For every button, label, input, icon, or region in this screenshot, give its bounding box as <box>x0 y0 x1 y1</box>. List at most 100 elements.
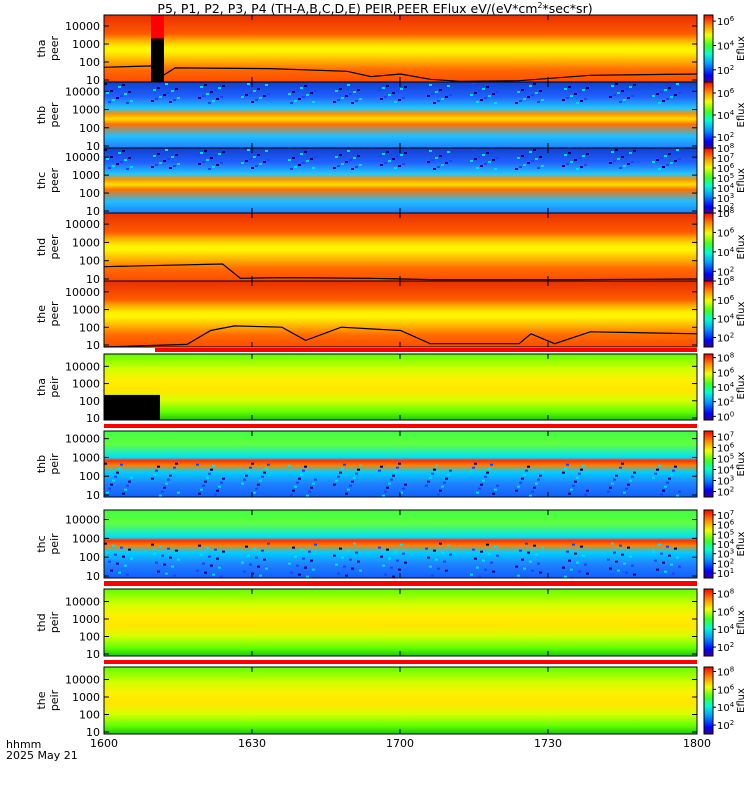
colorbar-label: Eflux <box>736 36 747 61</box>
noise-pixel <box>314 90 317 92</box>
noise-pixel <box>443 87 446 89</box>
noise-pixel <box>165 149 168 151</box>
noise-pixel <box>627 546 630 549</box>
noise-pixel <box>288 159 291 161</box>
noise-pixel <box>112 165 115 167</box>
noise-pixel <box>267 463 270 466</box>
noise-pixel <box>265 150 268 152</box>
noise-pixel <box>607 87 610 89</box>
noise-pixel <box>486 152 489 154</box>
y-tick-label: 10000 <box>65 85 100 98</box>
noise-pixel <box>196 154 199 156</box>
noise-pixel <box>611 151 614 153</box>
colorbar-tick-label: 108 <box>717 275 734 288</box>
noise-pixel <box>196 463 199 466</box>
noise-pixel <box>433 549 436 552</box>
noise-pixel <box>666 481 669 484</box>
noise-pixel <box>578 472 581 475</box>
noise-pixel <box>527 465 530 468</box>
noise-pixel <box>400 491 403 494</box>
colorbar-tick-label: 104 <box>717 313 735 326</box>
noise-pixel <box>400 154 403 156</box>
noise-pixel <box>662 489 665 492</box>
noise-pixel <box>396 466 399 469</box>
noise-pixel <box>104 542 107 545</box>
overlay-trace <box>103 65 698 82</box>
noise-pixel <box>247 554 250 557</box>
noise-pixel <box>337 99 340 101</box>
noise-pixel <box>392 474 395 477</box>
noise-pixel <box>654 150 657 152</box>
noise-pixel <box>247 83 250 85</box>
noise-pixel <box>652 476 655 479</box>
colorbar-tick-exponent: 4 <box>730 109 735 117</box>
noise-pixel <box>431 574 434 577</box>
noise-pixel <box>347 150 350 152</box>
colorbar-tick-label: 100 <box>717 410 734 423</box>
noise-pixel <box>153 552 156 555</box>
noise-pixel <box>521 155 524 157</box>
noise-pixel <box>633 573 636 576</box>
colorbar-label: Eflux <box>736 531 747 556</box>
noise-pixel <box>388 160 391 162</box>
noise-pixel <box>380 465 383 468</box>
noise-pixel <box>339 547 342 550</box>
noise-pixel <box>672 151 675 153</box>
noise-pixel <box>584 493 587 496</box>
noise-pixel <box>633 84 636 86</box>
noise-pixel <box>484 163 487 165</box>
noise-pixel <box>390 149 393 151</box>
noise-pixel <box>578 570 581 573</box>
colorbar-label: Eflux <box>736 451 747 476</box>
noise-pixel <box>341 163 344 165</box>
noise-pixel <box>572 484 575 487</box>
noise-pixel <box>353 157 356 159</box>
y-tick-label: 10 <box>86 205 100 218</box>
noise-pixel <box>163 563 166 566</box>
noise-pixel <box>400 543 403 546</box>
noise-pixel <box>339 154 342 156</box>
noise-pixel <box>572 150 575 152</box>
noise-pixel <box>441 98 444 100</box>
noise-pixel <box>216 489 219 492</box>
noise-pixel <box>208 555 211 558</box>
noise-pixel <box>531 94 534 96</box>
y-tick-label: 10 <box>86 140 100 153</box>
colorbar-tick-label: 104 <box>717 701 735 714</box>
colorbar-tick-exponent: 6 <box>730 162 735 170</box>
spectrogram-field <box>104 667 697 734</box>
noise-pixel <box>255 99 258 101</box>
noise-pixel <box>390 83 393 85</box>
noise-pixel <box>222 477 225 480</box>
noise-pixel <box>210 564 213 567</box>
colorbar-tick-exponent: 0 <box>730 410 734 418</box>
noise-pixel <box>114 553 117 556</box>
colorbar <box>703 509 714 579</box>
noise-pixel <box>386 85 389 87</box>
noise-pixel <box>437 166 440 168</box>
noise-pixel <box>566 463 569 466</box>
noise-pixel <box>533 149 536 151</box>
noise-pixel <box>202 95 205 97</box>
noise-pixel <box>202 484 205 487</box>
colorbar-tick-exponent: 7 <box>730 431 734 439</box>
colorbar-tick-label: 108 <box>717 207 734 220</box>
noise-pixel <box>343 152 346 154</box>
colorbar <box>703 212 714 282</box>
noise-pixel <box>198 544 201 547</box>
noise-pixel <box>670 473 673 476</box>
noise-pixel <box>108 167 111 169</box>
noise-pixel <box>629 86 632 88</box>
noise-pixel <box>478 575 481 578</box>
noise-pixel <box>204 150 207 152</box>
noise-pixel <box>296 564 299 567</box>
noise-pixel <box>333 483 336 486</box>
noise-pixel <box>674 94 677 96</box>
noise-pixel <box>265 567 268 570</box>
noise-pixel <box>476 101 479 103</box>
colorbar-tick-exponent: 2 <box>730 557 734 565</box>
noise-pixel <box>474 557 477 560</box>
noise-pixel <box>345 95 348 97</box>
